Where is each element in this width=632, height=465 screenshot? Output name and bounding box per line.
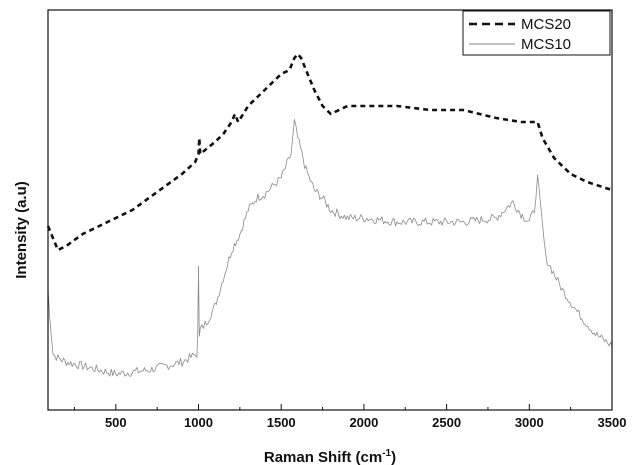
legend-box: [462, 10, 611, 56]
x-axis-title: Raman Shift (cm-1): [264, 448, 396, 465]
legend: MCS20 MCS10: [462, 10, 611, 56]
x-axis-title-main: Raman Shift (cm: [264, 449, 382, 465]
legend-label-mcs10: MCS10: [521, 36, 571, 53]
x-tick-label-1500: 1500: [267, 415, 296, 430]
plot-area: [46, 52, 613, 377]
x-tick-label-1000: 1000: [184, 415, 213, 430]
x-tick-label-2000: 2000: [349, 415, 378, 430]
legend-label-mcs20: MCS20: [521, 16, 571, 33]
axes-frame: [47, 9, 613, 411]
y-axis-title: Intensity (a.u): [13, 181, 30, 279]
x-tick-label-2500: 2500: [432, 415, 461, 430]
x-tick-label-500: 500: [105, 415, 127, 430]
series-line-mcs20: [46, 52, 613, 252]
x-tick-label-3500: 3500: [598, 415, 627, 430]
x-tick-label-3000: 3000: [515, 415, 544, 430]
x-axis-title-end: ): [391, 449, 396, 465]
series-line-mcs10: [47, 119, 613, 377]
x-axis-ticks: 500 1000 1500 2000 2500 3000 3500: [73, 404, 627, 430]
x-axis-title-superscript: -1: [382, 448, 391, 459]
